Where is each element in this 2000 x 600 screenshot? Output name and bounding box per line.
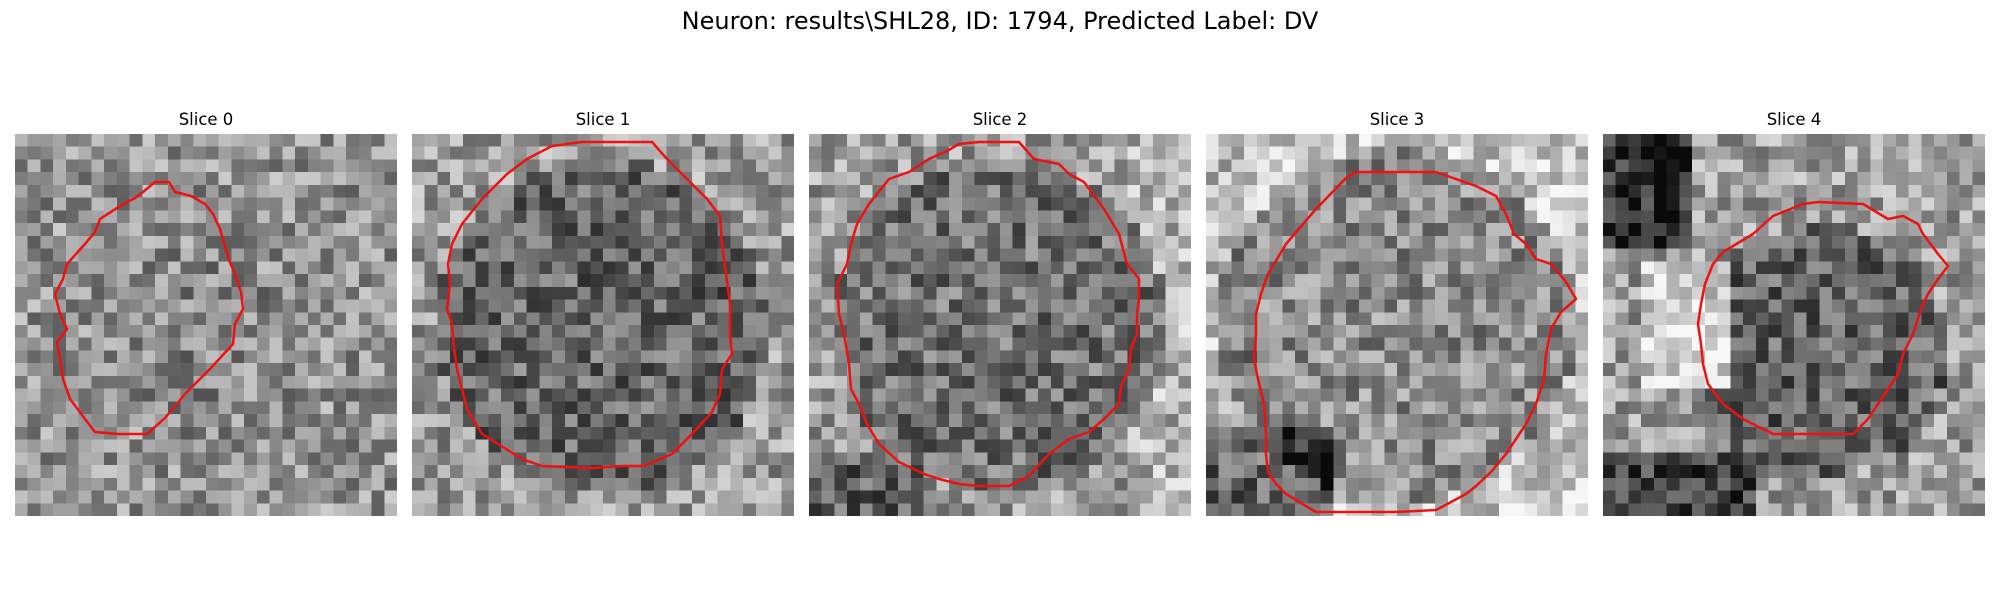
slice-image [1206,134,1588,516]
roi-contour-overlay [1696,200,1950,436]
slice-title: Slice 0 [178,110,234,129]
roi-contour [1252,170,1578,514]
roi-contour-overlay [445,140,734,470]
roi-contour-overlay [53,180,245,436]
slice-image [15,134,397,516]
slice-image [1603,134,1985,516]
roi-contour [835,140,1141,488]
slice-title: Slice 1 [575,110,631,129]
slice-title: Slice 2 [972,110,1028,129]
roi-contour-overlay [835,140,1141,488]
roi-contour [53,180,245,436]
slice-title: Slice 3 [1369,110,1425,129]
figure-title: Neuron: results\SHL28, ID: 1794, Predict… [681,7,1319,35]
roi-contour-overlay [1252,170,1578,514]
slice-title: Slice 4 [1766,110,1822,129]
roi-contour [445,140,734,470]
roi-contour [1696,200,1950,436]
